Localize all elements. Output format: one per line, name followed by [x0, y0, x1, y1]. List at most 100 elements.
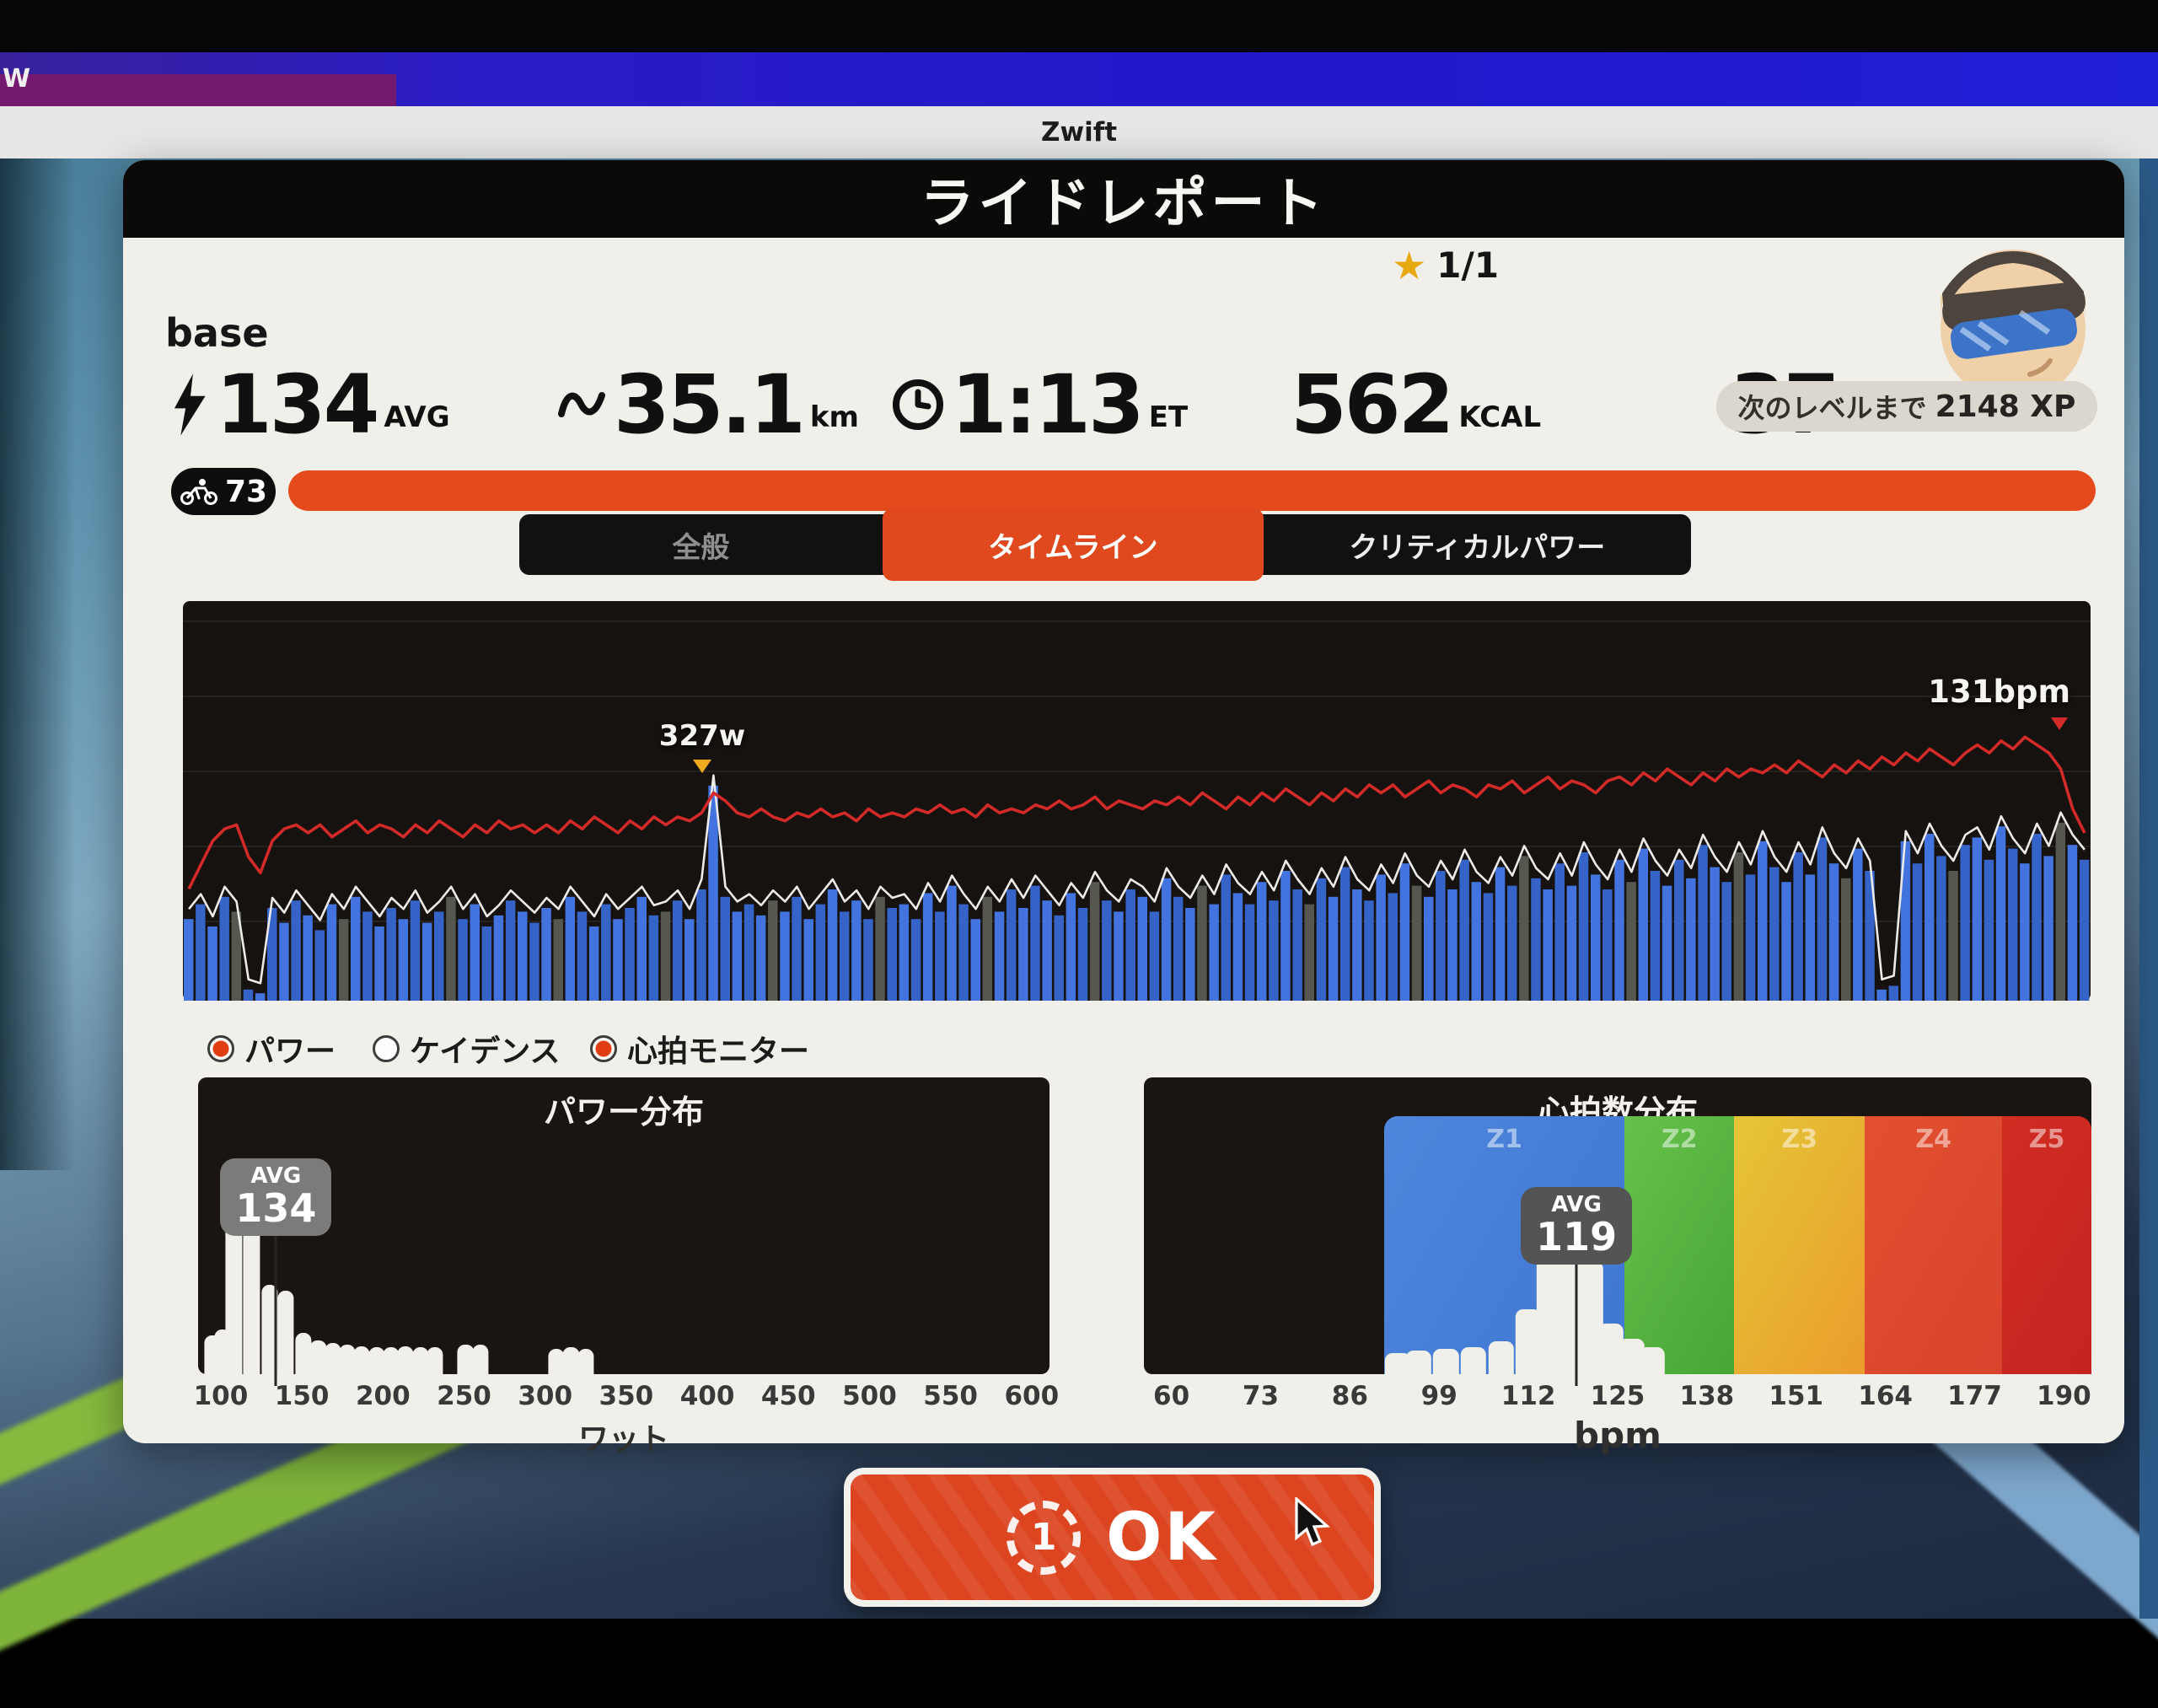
- screen-photo: W Zwift ライドレポート ★ 1/1 base 134 AVG: [0, 0, 2158, 1619]
- avg-power-stat: 134 AVG: [172, 373, 450, 438]
- power-avg-marker-line: [275, 1226, 277, 1386]
- axis-tick: 300: [518, 1381, 572, 1411]
- hr-zone-z5: Z5: [2002, 1116, 2091, 1374]
- power-distribution-plot: AVG 134: [198, 1077, 1049, 1374]
- xp-prefix: 次のレベルまで: [1738, 387, 1927, 426]
- hr-avg-badge: AVG 119: [1521, 1187, 1632, 1265]
- toggle-power-label: パワー: [244, 1027, 336, 1071]
- histogram-bar: [458, 1345, 474, 1374]
- histogram-bar: [563, 1347, 579, 1374]
- histogram-bar: [310, 1340, 326, 1374]
- level-badge: 73: [167, 464, 280, 519]
- axis-tick: 86: [1332, 1381, 1368, 1411]
- histogram-bar: [398, 1346, 414, 1374]
- hr-zone-z2: Z2: [1624, 1116, 1734, 1374]
- histogram-bar: [427, 1347, 443, 1374]
- end-hr-marker-icon: [2051, 717, 2068, 730]
- histogram-bar: [577, 1349, 593, 1374]
- histogram-bar: [354, 1346, 370, 1374]
- toggle-power[interactable]: パワー: [207, 1027, 336, 1071]
- histogram-bar: [1406, 1351, 1431, 1374]
- tab-general[interactable]: 全般: [519, 514, 883, 575]
- axis-tick: 450: [761, 1381, 816, 1411]
- axis-tick: 164: [1858, 1381, 1913, 1411]
- axis-tick: 550: [923, 1381, 978, 1411]
- lightning-bolt-icon: [172, 373, 209, 436]
- page-title: ライドレポート: [921, 160, 1328, 238]
- histogram-bar: [472, 1345, 488, 1374]
- report-header: ライドレポート: [123, 160, 2124, 238]
- ok-button-label: OK: [1106, 1500, 1218, 1576]
- level-value: 73: [225, 475, 267, 509]
- calories-value: 562: [1291, 373, 1452, 438]
- axis-tick: 200: [356, 1381, 411, 1411]
- star-icon: ★: [1392, 246, 1426, 285]
- axis-tick: 150: [275, 1381, 330, 1411]
- power-avg-badge: AVG 134: [220, 1158, 331, 1236]
- histogram-bar: [412, 1347, 428, 1374]
- peak-power-label: 327w: [635, 719, 770, 753]
- power-avg-value: 134: [235, 1189, 316, 1227]
- time-value: 1:13: [951, 373, 1142, 438]
- axis-tick: 500: [842, 1381, 897, 1411]
- distance-unit: km: [810, 400, 859, 434]
- axis-tick: 100: [194, 1381, 249, 1411]
- histogram-bar: [339, 1345, 355, 1374]
- histogram-bar: [368, 1347, 384, 1374]
- hr-zone-label: Z5: [2002, 1125, 2091, 1154]
- histogram-bar: [1640, 1347, 1665, 1374]
- axis-tick: 400: [680, 1381, 735, 1411]
- axis-tick: 73: [1243, 1381, 1279, 1411]
- hr-zone-label: Z2: [1624, 1125, 1734, 1154]
- axis-tick: 190: [2037, 1381, 2091, 1411]
- app-title: Zwift: [1041, 117, 1117, 148]
- hr-zone-label: Z3: [1734, 1125, 1865, 1154]
- power-axis-unit: ワット: [198, 1415, 1049, 1458]
- histogram-bar: [277, 1291, 293, 1374]
- time-stat: 1:13 ET: [892, 373, 1188, 438]
- axis-tick: 350: [599, 1381, 654, 1411]
- power-avg-label: AVG: [235, 1165, 316, 1187]
- hr-avg-value: 119: [1536, 1217, 1617, 1256]
- right-edge-strip: [2139, 158, 2158, 1619]
- radio-cadence-icon[interactable]: [373, 1035, 400, 1062]
- hr-zone-label: Z1: [1384, 1125, 1624, 1154]
- stars-count: 1/1: [1436, 244, 1499, 286]
- tab-bar: 全般 タイムライン クリティカルパワー: [519, 514, 1691, 575]
- histogram-bar: [295, 1333, 311, 1374]
- corner-text: W: [3, 64, 30, 94]
- histogram-bar: [325, 1343, 341, 1374]
- radio-heart-monitor-icon[interactable]: [590, 1035, 617, 1062]
- avg-power-unit: AVG: [384, 400, 449, 434]
- purple-window-fragment: [0, 74, 396, 106]
- toggle-heart-monitor[interactable]: 心拍モニター: [590, 1027, 809, 1071]
- radio-power-icon[interactable]: [207, 1035, 234, 1062]
- ride-report-card: ライドレポート ★ 1/1 base 134 AVG 35.1 km: [123, 160, 2124, 1443]
- tab-timeline[interactable]: タイムライン: [883, 508, 1264, 581]
- calories-unit: KCAL: [1458, 400, 1541, 434]
- menubar: Zwift: [0, 106, 2158, 158]
- axis-tick: 600: [1004, 1381, 1059, 1411]
- histogram-bar: [226, 1220, 242, 1374]
- histogram-bar: [549, 1349, 565, 1374]
- hr-avg-marker-line: [1576, 1258, 1578, 1386]
- xp-progress-bar: [288, 470, 2096, 511]
- power-distribution-panel: パワー分布 AVG 134: [198, 1077, 1049, 1374]
- toggle-cadence[interactable]: ケイデンス: [373, 1027, 561, 1071]
- hr-avg-label: AVG: [1536, 1194, 1617, 1216]
- axis-tick: 151: [1769, 1381, 1823, 1411]
- timeline-panel: 327w 131bpm: [183, 601, 2091, 1001]
- hr-zone-z4: Z4: [1865, 1116, 2002, 1374]
- axis-tick: 112: [1501, 1381, 1556, 1411]
- toggle-cadence-label: ケイデンス: [410, 1027, 561, 1071]
- avg-power-value: 134: [216, 373, 377, 438]
- timeline-chart: [183, 601, 2091, 1001]
- xp-pill: 次のレベルまで 2148 XP: [1716, 381, 2097, 432]
- left-shade: [0, 158, 76, 1170]
- mouse-cursor: [1293, 1497, 1337, 1548]
- tab-critical-power[interactable]: クリティカルパワー: [1264, 514, 1691, 575]
- axis-tick: 250: [437, 1381, 491, 1411]
